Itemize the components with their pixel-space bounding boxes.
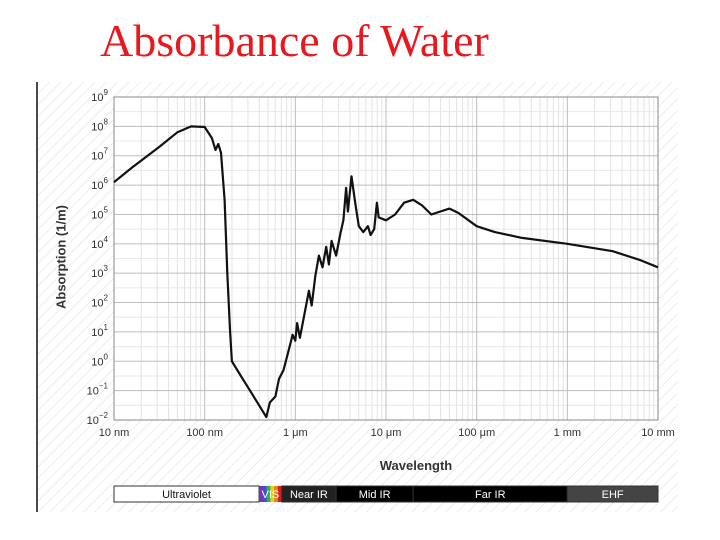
plot-area: 10910810710610510410310210110010−110−210… [87, 88, 675, 503]
band-label: Far IR [475, 489, 506, 501]
band-label: Ultraviolet [162, 489, 211, 501]
y-tick-label: 108 [91, 117, 108, 133]
band-rect [566, 485, 659, 503]
x-tick-label: 1 mm [554, 427, 582, 439]
y-tick-label: 100 [91, 352, 108, 368]
band-label: Mid IR [359, 489, 391, 501]
y-tick-label: 105 [91, 205, 108, 221]
band-mid-ir: Mid IR [335, 485, 414, 503]
chart-figure: 109 108 107 106 105 104 103 102 101 100 10−1 10−2 10… [36, 82, 678, 512]
x-axis-label: Wavelength [379, 458, 453, 473]
vis-color-stripe [262, 486, 268, 502]
absorption-curve [113, 125, 659, 419]
band-label: EHF [602, 489, 624, 501]
x-tick-label: 1 μm [283, 427, 308, 439]
x-tick-label: 10 nm [99, 427, 130, 439]
y-tick-label: 103 [91, 264, 108, 280]
x-tick-label: 100 μm [458, 427, 495, 439]
band-label: Near IR [290, 489, 328, 501]
band-vis: VIS [259, 486, 283, 502]
band-ultraviolet: Ultraviolet [113, 485, 260, 503]
vis-color-stripe [277, 486, 283, 502]
y-tick-label: 107 [91, 147, 108, 163]
y-axis-label-wrap: Absorption (1/m) [38, 82, 84, 422]
x-tick-label: 10 μm [371, 427, 402, 439]
band-rect [113, 485, 260, 503]
y-tick-label: 10−2 [87, 411, 109, 427]
vis-color-stripe [259, 486, 264, 502]
band-label: VIS [262, 489, 280, 501]
band-far-ir: Far IR [412, 485, 568, 503]
y-tick-label: 102 [91, 294, 108, 310]
x-tick-label: 100 nm [186, 427, 223, 439]
vis-color-stripe [270, 486, 275, 502]
y-tick-label: 104 [91, 235, 108, 251]
y-axis-label: Absorption (1/m) [53, 205, 69, 309]
y-tick-label: 101 [91, 323, 108, 339]
y-tick-label: 109 [91, 88, 108, 104]
x-tick-label: 10 mm [641, 427, 675, 439]
plot-border [113, 96, 659, 421]
y-tick-label: 10−1 [87, 382, 109, 398]
slide-title: Absorbance of Water [100, 15, 489, 66]
band-ehf: EHF [566, 485, 659, 503]
y-tick-label: 106 [91, 176, 108, 192]
band-near-ir: Near IR [281, 485, 337, 503]
vis-color-stripe [274, 486, 279, 502]
chart-svg: 10910810710610510410310210110010−110−210… [38, 82, 678, 512]
vis-color-stripe [266, 486, 271, 502]
